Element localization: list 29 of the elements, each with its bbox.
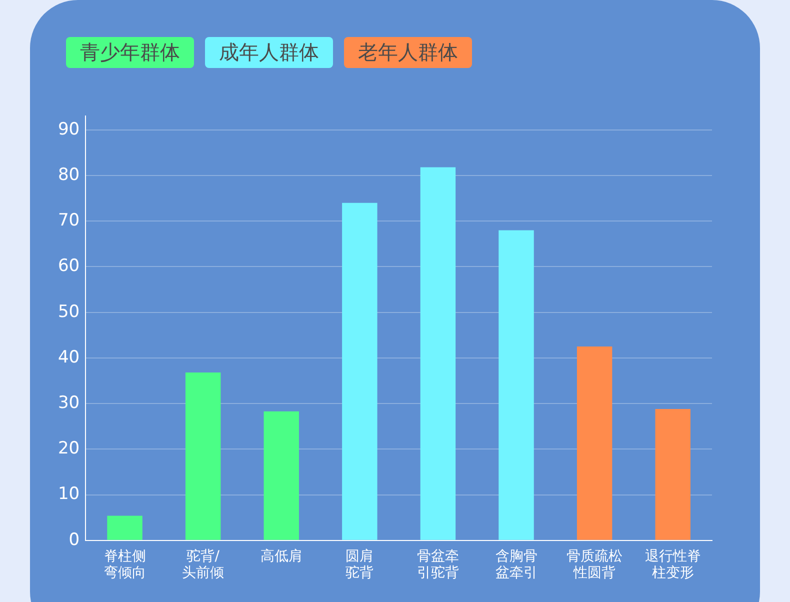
x-tick-label: 驼背/头前倾 <box>182 548 224 582</box>
y-tick-label: 40 <box>58 347 80 368</box>
bar <box>342 202 378 540</box>
y-tick-label: 70 <box>58 210 80 231</box>
text: 成年人群体 <box>205 37 333 68</box>
x-tick-label: 脊柱侧弯倾向 <box>104 548 146 582</box>
bar <box>420 167 456 540</box>
y-tick-label: 10 <box>58 484 80 504</box>
x-tick-label: 高低肩 <box>260 548 302 564</box>
y-tick-label: 90 <box>58 119 80 140</box>
text: 老年人群体 <box>344 37 472 68</box>
y-tick-label: 80 <box>58 164 80 185</box>
y-tick-label: 50 <box>58 302 80 322</box>
bar <box>264 411 299 540</box>
y-tick-label: 60 <box>58 256 80 276</box>
bar <box>576 346 612 540</box>
y-tick-label: 0 <box>68 530 80 550</box>
x-tick-label: 圆肩驼背 <box>346 548 374 582</box>
bar <box>655 409 690 540</box>
bar <box>498 230 534 540</box>
x-tick-label: 骨盆牵引驼背 <box>416 548 459 582</box>
bar <box>107 516 142 540</box>
x-tick-label: 骨质疏松性圆背 <box>566 548 623 582</box>
x-tick-label: 退行性脊柱变形 <box>644 548 701 582</box>
y-tick-label: 20 <box>58 438 80 459</box>
x-tick-label: 含胸骨盆牵引 <box>495 548 538 582</box>
y-tick-label: 30 <box>58 392 80 413</box>
bar <box>185 372 221 540</box>
text: 青少年群体 <box>66 37 194 68</box>
